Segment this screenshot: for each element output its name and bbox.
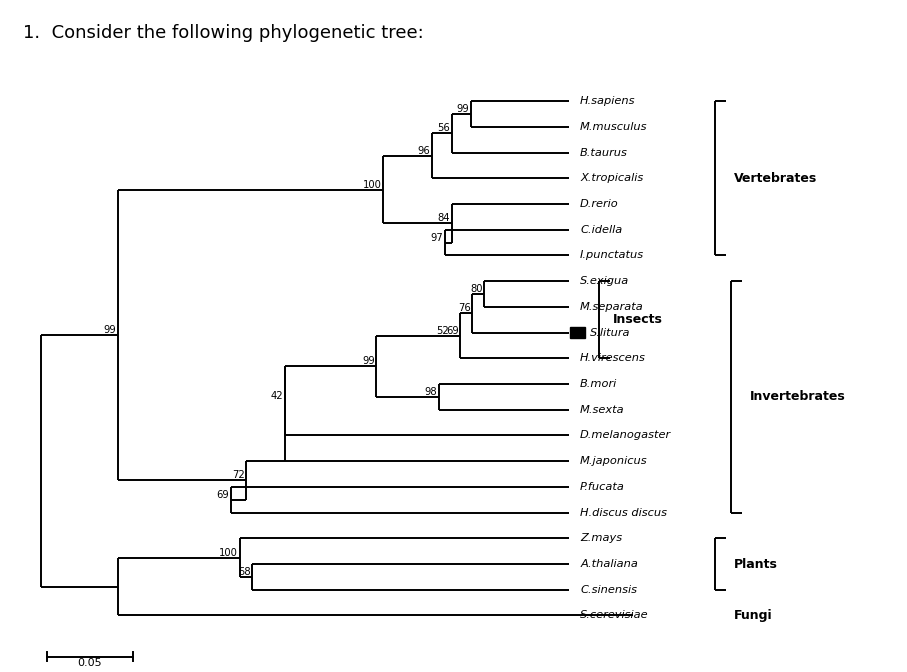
Text: D.melanogaster: D.melanogaster <box>580 431 671 440</box>
Bar <box>570 327 585 339</box>
Text: 76: 76 <box>458 303 471 313</box>
Text: 56: 56 <box>437 124 450 133</box>
Text: 42: 42 <box>270 391 283 401</box>
Text: 69: 69 <box>217 490 229 500</box>
Text: 96: 96 <box>417 146 431 156</box>
Text: 69: 69 <box>446 326 459 336</box>
Text: 58: 58 <box>238 567 250 577</box>
Text: C.sinensis: C.sinensis <box>580 585 637 595</box>
Text: P.fucata: P.fucata <box>580 482 625 492</box>
Text: X.tropicalis: X.tropicalis <box>580 173 643 183</box>
Text: M.musculus: M.musculus <box>580 122 648 132</box>
Text: M.sexta: M.sexta <box>580 405 625 415</box>
Text: 99: 99 <box>362 356 375 366</box>
Text: S.exigua: S.exigua <box>580 276 629 286</box>
Text: 1.  Consider the following phylogenetic tree:: 1. Consider the following phylogenetic t… <box>23 24 424 42</box>
Text: B.taurus: B.taurus <box>580 148 628 158</box>
Text: 98: 98 <box>424 387 437 397</box>
Text: Z.mays: Z.mays <box>580 534 622 543</box>
Text: 100: 100 <box>363 179 382 190</box>
Text: A.thaliana: A.thaliana <box>580 559 638 569</box>
Text: H.sapiens: H.sapiens <box>580 96 636 106</box>
Text: Insects: Insects <box>612 313 662 326</box>
Text: Fungi: Fungi <box>734 609 773 622</box>
Text: 99: 99 <box>103 325 116 335</box>
Text: M.separata: M.separata <box>580 302 644 312</box>
Text: H.virescens: H.virescens <box>580 353 646 364</box>
Text: Plants: Plants <box>734 558 778 571</box>
Text: 84: 84 <box>437 213 450 223</box>
Text: H.discus discus: H.discus discus <box>580 507 668 517</box>
Text: 100: 100 <box>219 548 238 558</box>
Text: S.cerevisiae: S.cerevisiae <box>580 610 649 620</box>
Text: 97: 97 <box>431 233 444 243</box>
Text: B.mori: B.mori <box>580 379 618 389</box>
Text: S.litura: S.litura <box>590 328 630 337</box>
Text: I.punctatus: I.punctatus <box>580 251 644 261</box>
Text: C.idella: C.idella <box>580 224 622 235</box>
Text: Vertebrates: Vertebrates <box>734 172 817 185</box>
Text: M.japonicus: M.japonicus <box>580 456 648 466</box>
Text: 72: 72 <box>232 470 245 480</box>
Text: 80: 80 <box>470 284 483 294</box>
Text: 0.05: 0.05 <box>77 658 102 668</box>
Text: 99: 99 <box>456 104 469 114</box>
Text: D.rerio: D.rerio <box>580 199 619 209</box>
Text: 52: 52 <box>436 326 449 336</box>
Text: Invertebrates: Invertebrates <box>749 390 845 403</box>
